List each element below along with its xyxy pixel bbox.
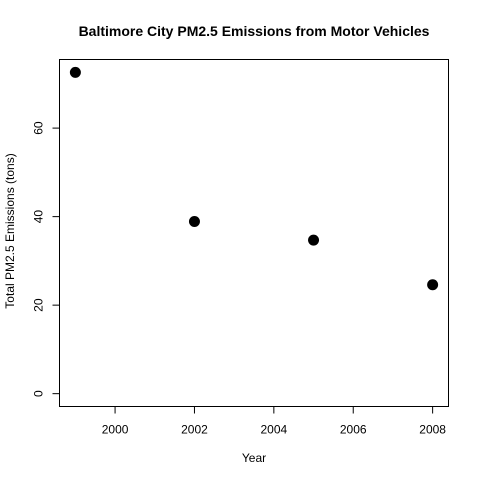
data-point (308, 234, 320, 246)
x-axis: 2000 2002 2004 2006 2008 (102, 406, 446, 437)
y-tick-label: 60 (32, 121, 46, 135)
x-tick-label: 2002 (181, 423, 208, 437)
x-tick-label: 2000 (102, 423, 129, 437)
y-axis-label: Total PM2.5 Emissions (tons) (3, 153, 17, 308)
x-tick-label: 2008 (419, 423, 446, 437)
y-tick-label: 0 (32, 390, 46, 397)
y-axis: 0 20 40 60 (32, 121, 60, 397)
data-point (188, 215, 200, 227)
data-points (69, 66, 439, 291)
chart-title: Baltimore City PM2.5 Emissions from Moto… (79, 23, 430, 39)
x-tick-label: 2004 (260, 423, 287, 437)
y-tick-label: 40 (32, 210, 46, 224)
x-tick-label: 2006 (340, 423, 367, 437)
data-point (427, 279, 439, 291)
x-axis-label: Year (242, 451, 266, 465)
y-tick-label: 20 (32, 298, 46, 312)
data-point (69, 66, 81, 78)
